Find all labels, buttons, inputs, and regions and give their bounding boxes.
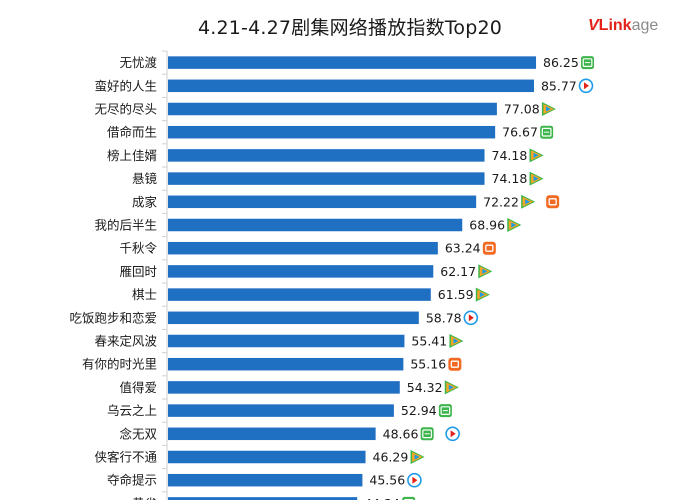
data-label: 61.59 [438, 287, 474, 302]
data-label: 68.96 [469, 218, 505, 233]
bar [168, 311, 419, 325]
bar [168, 288, 431, 301]
data-label: 44.34 [364, 496, 400, 500]
category-label: 借命而生 [107, 125, 157, 140]
data-label: 46.29 [373, 450, 409, 465]
youku-icon [463, 310, 479, 326]
data-label: 45.56 [369, 473, 405, 488]
iqiyi-icon [438, 404, 452, 418]
bar [168, 195, 477, 209]
mango-icon [448, 357, 462, 371]
data-label: 55.16 [410, 357, 446, 372]
tencent-icon [541, 102, 556, 116]
category-label: 乌云之上 [107, 403, 157, 418]
youku-icon [445, 426, 460, 442]
tencent-icon [410, 450, 425, 464]
category-label: 成家 [132, 194, 158, 209]
category-label: 无尽的尽头 [94, 102, 157, 117]
category-label: 棋士 [132, 287, 157, 302]
iqiyi-icon [581, 56, 595, 70]
bar [168, 149, 485, 162]
tencent-icon [475, 287, 490, 302]
category-label: 千秋令 [119, 241, 157, 256]
chart-title: 4.21-4.27剧集网络播放指数Top20 [197, 17, 503, 39]
category-label: 春来定风波 [94, 334, 157, 349]
tencent-icon [521, 194, 536, 209]
data-label: 58.78 [426, 310, 462, 325]
tencent-icon [449, 334, 464, 348]
data-label: 55.41 [411, 334, 447, 349]
data-label: 63.24 [445, 241, 481, 256]
bar [168, 79, 534, 93]
tencent-icon [507, 218, 522, 232]
data-label: 72.22 [483, 194, 519, 209]
category-label: 夺命提示 [107, 473, 157, 488]
category-label: 黄雀 [132, 496, 157, 500]
category-label: 吃饭跑步和恋爱 [69, 310, 157, 325]
bar [168, 56, 537, 69]
category-label: 悬镜 [132, 171, 158, 186]
category-label: 蛮好的人生 [94, 78, 157, 93]
mango-icon [546, 195, 560, 209]
data-label: 86.25 [543, 55, 579, 70]
bar [168, 427, 376, 441]
category-label: 值得爱 [119, 380, 157, 395]
data-label: 54.32 [407, 380, 443, 395]
bar [168, 404, 394, 417]
data-label: 74.18 [492, 148, 528, 163]
data-label: 76.67 [502, 125, 538, 140]
bar [168, 334, 405, 348]
category-label: 有你的时光里 [82, 357, 157, 372]
tencent-icon [529, 171, 544, 186]
tencent-icon [478, 264, 493, 279]
iqiyi-icon [540, 125, 554, 139]
category-label: 念无双 [119, 426, 157, 441]
data-label: 52.94 [401, 403, 437, 418]
category-label: 侠客行不通 [94, 450, 157, 465]
mango-icon [482, 241, 496, 255]
bar [168, 381, 400, 394]
bar [168, 241, 438, 255]
category-label: 我的后半生 [94, 218, 157, 233]
bar [168, 357, 404, 371]
bar [168, 172, 485, 185]
data-label: 48.66 [383, 426, 419, 441]
bar [168, 473, 363, 487]
tencent-icon [529, 148, 544, 163]
bar [168, 265, 434, 278]
category-label: 榜上佳婿 [107, 148, 158, 163]
youku-icon [407, 472, 422, 488]
youku-icon [578, 78, 594, 94]
data-label: 85.77 [541, 78, 577, 93]
bar [168, 102, 497, 116]
tencent-icon [444, 380, 459, 395]
category-label: 无忧渡 [119, 55, 157, 70]
vlinkage-logo: VLinkage [588, 17, 659, 34]
category-label: 雁回时 [119, 264, 157, 279]
bar [168, 218, 463, 232]
data-label: 77.08 [504, 102, 540, 117]
data-label: 74.18 [492, 171, 528, 186]
iqiyi-icon [420, 427, 434, 441]
bar [168, 450, 366, 464]
bar [168, 125, 496, 139]
bar [168, 497, 358, 500]
data-label: 62.17 [440, 264, 476, 279]
